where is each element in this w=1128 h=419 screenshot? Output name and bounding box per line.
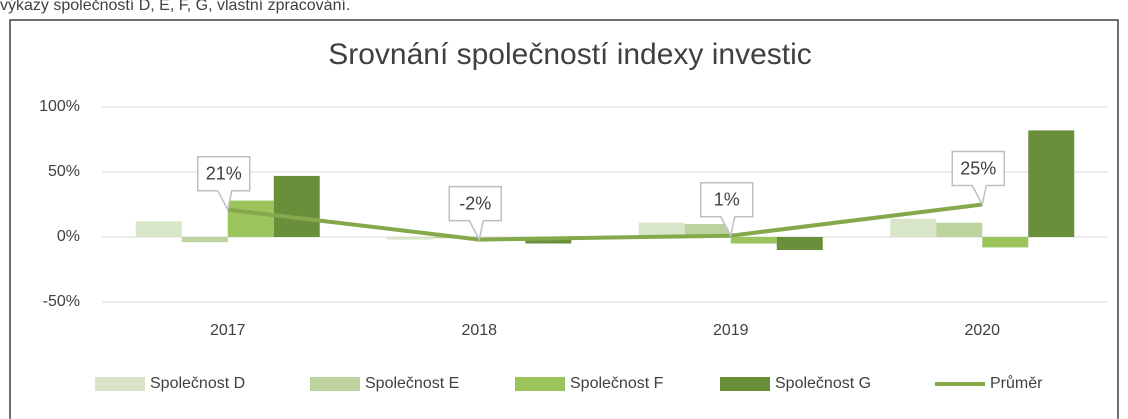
y-tick-label: 100% — [39, 98, 80, 115]
legend-label: Společnost F — [570, 375, 664, 392]
bar — [638, 222, 685, 237]
x-tick-label: 2019 — [713, 322, 749, 339]
legend-label: Společnost D — [150, 375, 245, 392]
bar — [776, 237, 823, 250]
legend-swatch — [720, 377, 770, 391]
data-label: 21% — [206, 163, 242, 183]
bar — [936, 222, 983, 237]
legend-label: Společnost E — [365, 375, 459, 392]
bar — [135, 221, 182, 237]
legend-label: Průměr — [990, 374, 1043, 392]
x-tick-label: 2017 — [210, 322, 246, 339]
legend-swatch — [515, 377, 565, 391]
callout — [448, 185, 502, 242]
bar — [1028, 130, 1075, 237]
caption: výkazy společností D, E, F, G, vlastní z… — [0, 0, 350, 14]
bar — [982, 237, 1029, 248]
bar — [890, 218, 937, 237]
y-tick-label: 50% — [48, 163, 80, 180]
bar — [684, 224, 731, 237]
legend-label: Společnost G — [775, 375, 871, 392]
x-tick-label: 2018 — [461, 322, 497, 339]
bar — [730, 237, 777, 244]
legend-swatch — [310, 377, 360, 391]
bar — [387, 237, 434, 240]
callout — [951, 150, 1005, 207]
legend-swatch — [95, 377, 145, 391]
x-tick-label: 2020 — [964, 322, 1000, 339]
bar — [227, 200, 274, 237]
data-label: 1% — [714, 189, 740, 209]
data-label: -2% — [459, 193, 491, 213]
y-tick-label: -50% — [43, 293, 80, 310]
data-label: 25% — [960, 158, 996, 178]
bar — [181, 237, 228, 243]
chart-title: Srovnání společností indexy investic — [328, 38, 812, 71]
callout — [197, 155, 251, 212]
chart-frame — [9, 19, 1119, 419]
callout — [700, 181, 754, 238]
bar — [273, 175, 320, 237]
y-tick-label: 0% — [57, 228, 80, 245]
line — [227, 202, 983, 242]
